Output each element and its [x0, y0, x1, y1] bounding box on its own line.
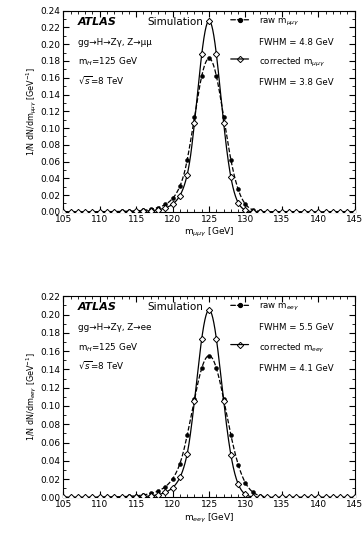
Text: ATLAS: ATLAS [78, 302, 117, 312]
Y-axis label: 1/N dN/dm$_{ee\gamma}$ [GeV$^{-1}$]: 1/N dN/dm$_{ee\gamma}$ [GeV$^{-1}$] [25, 353, 39, 441]
Text: Simulation: Simulation [148, 302, 204, 312]
X-axis label: m$_{ee\gamma}$ [GeV]: m$_{ee\gamma}$ [GeV] [184, 512, 234, 525]
Text: ATLAS: ATLAS [78, 17, 117, 27]
Text: FWHM = 4.8 GeV: FWHM = 4.8 GeV [258, 38, 333, 47]
Y-axis label: 1/N dN/dm$_{\mu\mu\gamma}$ [GeV$^{-1}$]: 1/N dN/dm$_{\mu\mu\gamma}$ [GeV$^{-1}$] [25, 67, 39, 156]
Text: gg→H→Zγ, Z→μμ: gg→H→Zγ, Z→μμ [78, 38, 152, 47]
Text: FWHM = 5.5 GeV: FWHM = 5.5 GeV [258, 323, 333, 332]
Text: FWHM = 4.1 GeV: FWHM = 4.1 GeV [258, 363, 333, 373]
Text: corrected m$_{ee\gamma}$: corrected m$_{ee\gamma}$ [258, 341, 324, 355]
Text: m$_H$=125 GeV: m$_H$=125 GeV [78, 56, 138, 69]
Text: gg→H→Zγ, Z→ee: gg→H→Zγ, Z→ee [78, 323, 151, 332]
Text: $\sqrt{s}$=8 TeV: $\sqrt{s}$=8 TeV [78, 360, 125, 371]
Text: m$_H$=125 GeV: m$_H$=125 GeV [78, 341, 138, 354]
Text: corrected m$_{\mu\mu\gamma}$: corrected m$_{\mu\mu\gamma}$ [258, 56, 325, 69]
Text: $\sqrt{s}$=8 TeV: $\sqrt{s}$=8 TeV [78, 74, 125, 86]
X-axis label: m$_{\mu\mu\gamma}$ [GeV]: m$_{\mu\mu\gamma}$ [GeV] [184, 226, 234, 240]
Text: Simulation: Simulation [148, 17, 204, 27]
Text: raw m$_{ee\gamma}$: raw m$_{ee\gamma}$ [258, 301, 299, 314]
Text: FWHM = 3.8 GeV: FWHM = 3.8 GeV [258, 78, 333, 87]
Text: raw m$_{\mu\mu\gamma}$: raw m$_{\mu\mu\gamma}$ [258, 16, 299, 28]
